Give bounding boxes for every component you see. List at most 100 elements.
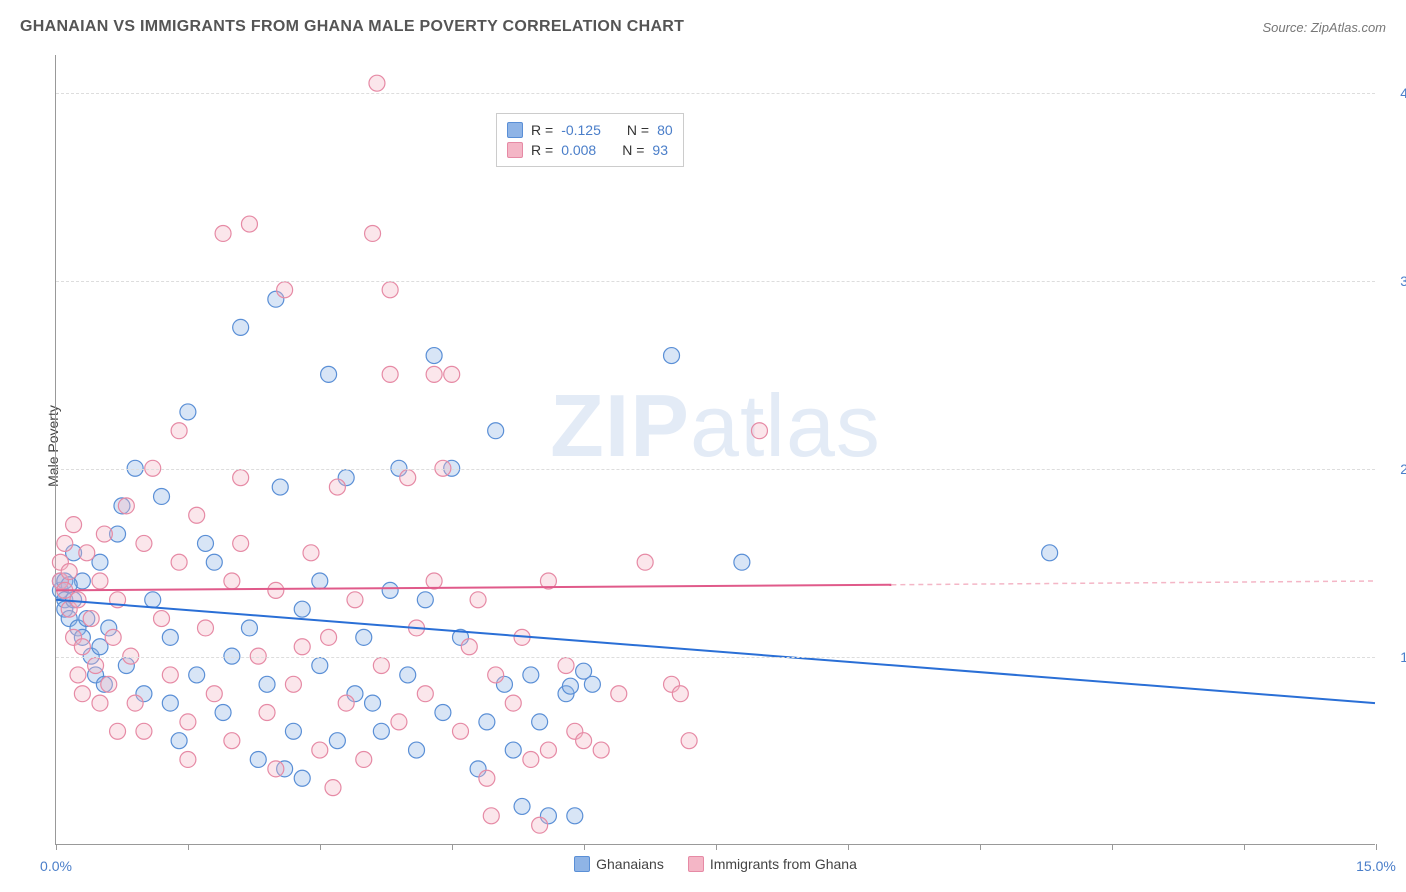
scatter-point: [452, 723, 468, 739]
scatter-point: [1042, 545, 1058, 561]
scatter-point: [101, 676, 117, 692]
scatter-point: [180, 404, 196, 420]
scatter-point: [483, 808, 499, 824]
scatter-point: [294, 770, 310, 786]
scatter-point: [57, 535, 73, 551]
scatter-point: [294, 639, 310, 655]
scatter-point: [259, 676, 275, 692]
scatter-point: [171, 733, 187, 749]
scatter-point: [66, 517, 82, 533]
x-tick: [56, 844, 57, 850]
scatter-point: [268, 761, 284, 777]
gridline: [56, 281, 1375, 282]
scatter-point: [79, 545, 95, 561]
scatter-point: [136, 723, 152, 739]
scatter-point: [206, 554, 222, 570]
scatter-point: [514, 798, 530, 814]
scatter-point: [329, 479, 345, 495]
scatter-point: [382, 282, 398, 298]
n-value-1: 93: [652, 142, 668, 158]
scatter-point: [523, 667, 539, 683]
scatter-point: [145, 592, 161, 608]
scatter-point: [171, 554, 187, 570]
scatter-point: [83, 611, 99, 627]
scatter-point: [426, 348, 442, 364]
scatter-point: [312, 742, 328, 758]
scatter-point: [285, 723, 301, 739]
gridline: [56, 469, 1375, 470]
scatter-point: [154, 611, 170, 627]
legend-stats: R = -0.125 N = 80 R = 0.008 N = 93: [496, 113, 684, 167]
scatter-point: [74, 639, 90, 655]
scatter-point: [74, 686, 90, 702]
legend-swatch-pink: [688, 856, 704, 872]
scatter-point: [426, 573, 442, 589]
scatter-point: [118, 498, 134, 514]
scatter-point: [189, 667, 205, 683]
scatter-point: [382, 582, 398, 598]
scatter-point: [241, 620, 257, 636]
y-tick-label: 20.0%: [1400, 461, 1406, 477]
scatter-point: [391, 714, 407, 730]
legend-label: Immigrants from Ghana: [710, 856, 857, 872]
scatter-point: [197, 620, 213, 636]
y-tick-label: 30.0%: [1400, 273, 1406, 289]
y-tick-label: 10.0%: [1400, 649, 1406, 665]
trend-line: [56, 585, 891, 591]
scatter-point: [189, 507, 205, 523]
scatter-point: [461, 639, 477, 655]
scatter-point: [435, 705, 451, 721]
scatter-point: [224, 573, 240, 589]
scatter-point: [505, 742, 521, 758]
scatter-point: [294, 601, 310, 617]
scatter-point: [611, 686, 627, 702]
legend-swatch-blue: [574, 856, 590, 872]
r-label: R =: [531, 142, 553, 158]
x-tick: [452, 844, 453, 850]
scatter-point: [325, 780, 341, 796]
scatter-point: [180, 751, 196, 767]
scatter-point: [127, 695, 143, 711]
scatter-point: [88, 658, 104, 674]
scatter-point: [681, 733, 697, 749]
scatter-point: [751, 423, 767, 439]
scatter-point: [365, 695, 381, 711]
scatter-point: [562, 678, 578, 694]
scatter-point: [233, 319, 249, 335]
gridline: [56, 657, 1375, 658]
x-tick: [716, 844, 717, 850]
scatter-point: [488, 423, 504, 439]
scatter-point: [171, 423, 187, 439]
legend-swatch-pink: [507, 142, 523, 158]
r-label: R =: [531, 122, 553, 138]
scatter-point: [312, 573, 328, 589]
n-label: N =: [622, 142, 644, 158]
scatter-point: [672, 686, 688, 702]
scatter-point: [558, 658, 574, 674]
scatter-point: [417, 686, 433, 702]
scatter-point: [259, 705, 275, 721]
scatter-point: [505, 695, 521, 711]
x-tick: [980, 844, 981, 850]
scatter-point: [532, 714, 548, 730]
scatter-point: [96, 526, 112, 542]
scatter-point: [356, 751, 372, 767]
x-tick: [848, 844, 849, 850]
scatter-point: [664, 348, 680, 364]
scatter-point: [409, 742, 425, 758]
scatter-point: [365, 225, 381, 241]
scatter-point: [488, 667, 504, 683]
legend-series: Ghanaians Immigrants from Ghana: [56, 856, 1375, 872]
scatter-point: [70, 667, 86, 683]
x-tick-label: 15.0%: [1356, 858, 1396, 874]
scatter-point: [215, 705, 231, 721]
scatter-point: [356, 629, 372, 645]
scatter-point: [373, 658, 389, 674]
scatter-point: [241, 216, 257, 232]
scatter-point: [92, 573, 108, 589]
scatter-point: [479, 714, 495, 730]
scatter-point: [540, 742, 556, 758]
trend-line: [891, 581, 1375, 585]
x-tick: [1244, 844, 1245, 850]
scatter-point: [532, 817, 548, 833]
